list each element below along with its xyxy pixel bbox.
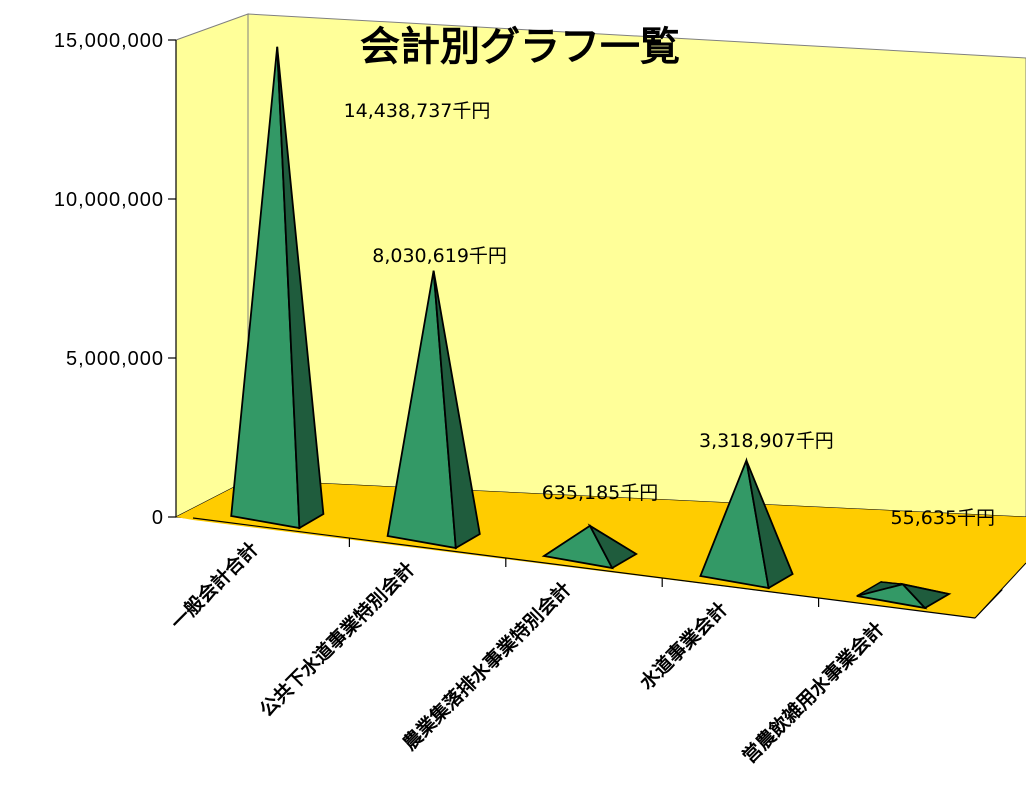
pyramid-side-face xyxy=(432,270,481,550)
category-label: 公共下水道事業特別会計 xyxy=(255,557,419,721)
chart-marks xyxy=(230,46,952,610)
side-wall xyxy=(175,13,249,518)
data-label: 635,185千円 xyxy=(542,482,659,504)
category-label: 一般会計合計 xyxy=(166,537,263,634)
data-label: 8,030,619千円 xyxy=(372,245,507,267)
category-label: 農業集落排水事業特別会計 xyxy=(398,577,575,754)
y-tick-label: 5,000,000 xyxy=(66,348,164,370)
category-label: 営農飲雑用水事業会計 xyxy=(738,617,889,768)
pyramid-side-face xyxy=(745,460,794,590)
floor-right-edge xyxy=(974,562,1026,619)
pyramid-bar xyxy=(386,270,481,550)
category-label: 水道事業会計 xyxy=(635,597,732,694)
pyramid-side-face xyxy=(587,523,638,570)
pyramid-side-face xyxy=(900,582,952,610)
back-wall xyxy=(247,13,1026,518)
chart-title: 会計別グラフ一覧 xyxy=(360,24,680,70)
pyramid-bar xyxy=(230,46,325,530)
data-label: 14,438,737千円 xyxy=(344,100,491,122)
y-tick-label: 10,000,000 xyxy=(54,189,164,211)
y-axis: 0 5,000,000 10,000,000 15,000,000 xyxy=(54,30,820,607)
pyramid-bar xyxy=(699,457,794,590)
data-label: 3,318,907千円 xyxy=(699,430,834,452)
category-axis-line xyxy=(192,517,976,619)
y-tick-label: 0 xyxy=(152,507,164,529)
pyramid-bar xyxy=(541,523,638,570)
y-tick-label: 15,000,000 xyxy=(54,30,164,52)
pyramid-bar xyxy=(856,581,952,610)
pyramid-side-face xyxy=(276,46,325,530)
data-label: 55,635千円 xyxy=(891,507,995,529)
